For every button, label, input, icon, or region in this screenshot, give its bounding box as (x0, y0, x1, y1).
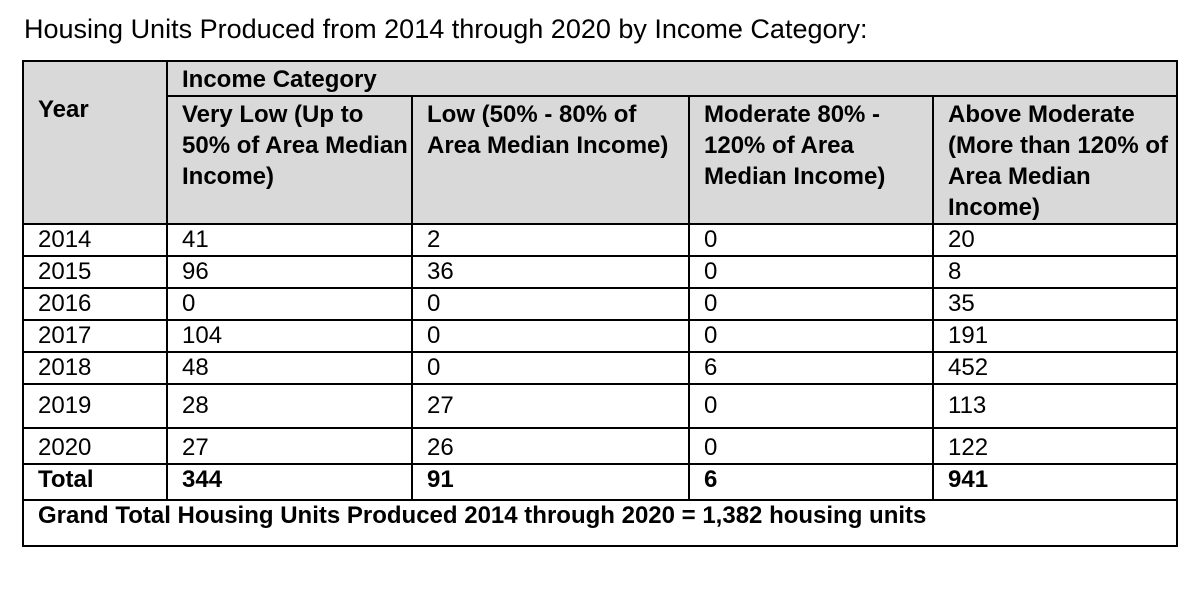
very-low-cell: 28 (166, 383, 413, 429)
very-low-cell: 41 (166, 223, 413, 257)
table-row: 2018 48 0 6 452 (22, 351, 1179, 385)
grand-total-text: Grand Total Housing Units Produced 2014 … (21, 499, 1179, 547)
table-row: 2020 27 26 0 122 (22, 427, 1179, 465)
income-category-header: Income Category (165, 60, 1179, 97)
year-cell: 2018 (22, 351, 168, 385)
low-cell: 2 (411, 223, 690, 257)
total-very-low: 344 (166, 463, 413, 501)
year-cell: 2014 (22, 223, 168, 257)
low-cell: 26 (411, 427, 690, 465)
total-moderate: 6 (688, 463, 934, 501)
table-row: 2014 41 2 0 20 (22, 223, 1179, 257)
table-row: 2019 28 27 0 113 (22, 383, 1179, 429)
low-cell: 27 (411, 383, 690, 429)
low-cell: 36 (411, 255, 690, 289)
above-moderate-cell: 452 (931, 351, 1179, 385)
low-cell: 0 (411, 287, 690, 321)
very-low-cell: 27 (166, 427, 413, 465)
moderate-cell: 0 (688, 427, 934, 465)
grand-total-row: Grand Total Housing Units Produced 2014 … (21, 499, 1179, 547)
year-header: Year (22, 60, 168, 225)
low-cell: 0 (411, 319, 690, 353)
total-label: Total (22, 463, 168, 501)
above-moderate-cell: 191 (931, 319, 1179, 353)
header-row-category: Year Income Category (22, 60, 1179, 225)
total-row: Total 344 91 6 941 (22, 463, 1179, 501)
above-moderate-cell: 113 (931, 383, 1179, 429)
housing-units-table: Year Income Category Very Low (Up to 50%… (21, 60, 1179, 547)
very-low-cell: 96 (166, 255, 413, 289)
header-row-columns: Very Low (Up to 50% of Area Median Incom… (23, 95, 1179, 225)
year-cell: 2019 (22, 383, 168, 429)
table-row: 2015 96 36 0 8 (22, 255, 1179, 289)
moderate-cell: 0 (688, 255, 934, 289)
year-cell: 2020 (22, 427, 168, 465)
year-cell: 2017 (22, 319, 168, 353)
very-low-cell: 0 (166, 287, 413, 321)
above-moderate-cell: 8 (931, 255, 1179, 289)
low-cell: 0 (411, 351, 690, 385)
column-header-above-moderate: Above Moderate (More than 120% of Area M… (931, 95, 1179, 225)
table-row: 2017 104 0 0 191 (22, 319, 1179, 353)
moderate-cell: 0 (688, 223, 934, 257)
year-cell: 2016 (22, 287, 168, 321)
table-row: 2016 0 0 0 35 (22, 287, 1179, 321)
moderate-cell: 6 (688, 351, 934, 385)
above-moderate-cell: 20 (931, 223, 1179, 257)
column-header-very-low: Very Low (Up to 50% of Area Median Incom… (166, 95, 413, 225)
page-title: Housing Units Produced from 2014 through… (24, 14, 868, 44)
moderate-cell: 0 (688, 287, 934, 321)
total-above-moderate: 941 (931, 463, 1179, 501)
very-low-cell: 48 (166, 351, 413, 385)
year-cell: 2015 (22, 255, 168, 289)
column-header-low: Low (50% - 80% of Area Median Income) (411, 95, 690, 225)
moderate-cell: 0 (688, 383, 934, 429)
very-low-cell: 104 (166, 319, 413, 353)
total-low: 91 (411, 463, 690, 501)
moderate-cell: 0 (688, 319, 934, 353)
above-moderate-cell: 122 (931, 427, 1179, 465)
column-header-moderate: Moderate 80% - 120% of Area Median Incom… (688, 95, 934, 225)
above-moderate-cell: 35 (931, 287, 1179, 321)
